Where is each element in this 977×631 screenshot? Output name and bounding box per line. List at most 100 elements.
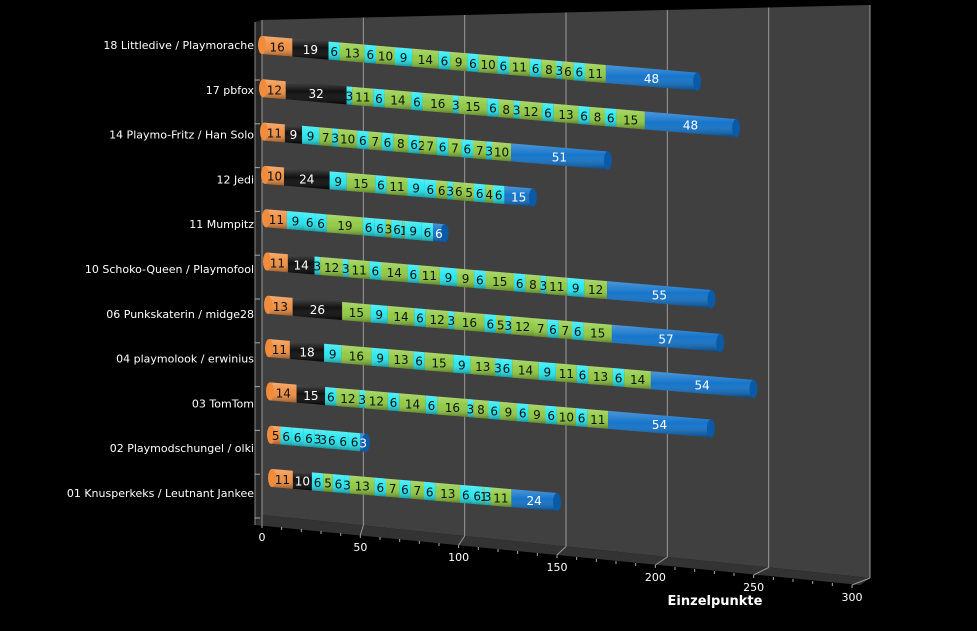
data-label: 26 xyxy=(310,303,325,317)
bar-end-cap xyxy=(706,419,715,438)
data-label: 13 xyxy=(273,300,288,314)
bar-segment-shade xyxy=(474,269,486,289)
category-label: 10 Schoko-Queen / Playmofool xyxy=(85,263,254,276)
data-label: 13 xyxy=(593,370,608,384)
bar-segment-shade xyxy=(588,365,613,387)
data-label: 7 xyxy=(414,484,422,498)
data-label: 9 xyxy=(458,358,466,372)
data-label: 6 xyxy=(401,483,409,497)
floor-gridline xyxy=(753,567,769,576)
bar-segment-shade xyxy=(585,63,606,83)
bar-row: 11 9 6 6 19 6 6 3 6 1 9 6 6 xyxy=(262,209,449,243)
bar-segment-shade xyxy=(423,136,437,156)
data-label: 5 xyxy=(272,429,280,443)
data-label: 11 xyxy=(493,491,508,505)
bar-end-cap xyxy=(440,224,449,243)
data-label: 7 xyxy=(451,142,459,156)
bar-segment-shade xyxy=(395,47,413,67)
data-label: 3 xyxy=(331,132,339,146)
bar-segment-shade xyxy=(362,217,375,237)
bar-segment-shade xyxy=(284,124,302,144)
bar-segment-shade xyxy=(393,133,409,153)
bar-segment-shade xyxy=(505,315,512,335)
bar-segment-shade xyxy=(338,128,358,149)
bar-segment-shade xyxy=(517,403,529,423)
data-label: 6 xyxy=(306,216,314,230)
data-label: 6 xyxy=(294,431,302,445)
data-label: 6 xyxy=(359,134,367,148)
bar-segment-shade xyxy=(269,339,290,359)
bar-end-cap xyxy=(528,188,537,207)
data-label: 6 xyxy=(463,143,471,157)
bar-segment-shade xyxy=(439,267,457,287)
bar-segment-shade xyxy=(285,81,347,105)
bar-segment-shade xyxy=(284,167,330,190)
bar-segment-shade xyxy=(447,181,454,200)
bar-row: 11 10 6 5 6 3 13 6 7 6 7 6 13 6 6 13 11 24 xyxy=(268,469,561,511)
bar-segment-shade xyxy=(575,408,588,428)
bar-segment-shade xyxy=(644,111,737,138)
bar-segment-shade xyxy=(605,108,617,128)
data-label: 14 xyxy=(418,53,433,67)
bar-start-cap xyxy=(263,252,271,271)
bar-segment-shade xyxy=(346,86,353,105)
bar-segment-shade xyxy=(541,59,557,79)
data-label: 9 xyxy=(400,51,408,65)
data-label: 15 xyxy=(465,100,480,114)
bar-segment-shade xyxy=(381,132,394,152)
data-label: 6 xyxy=(469,57,477,71)
data-label: 7 xyxy=(476,144,484,158)
bar-segment-shade xyxy=(528,404,546,424)
bar-segment-shade xyxy=(407,264,419,284)
bar-segment-shade xyxy=(374,477,386,497)
data-label: 6 xyxy=(409,268,417,282)
x-axis-title: Einzelpunkte xyxy=(668,594,763,609)
data-label: 16 xyxy=(349,349,364,363)
bar-segment-shade xyxy=(605,64,698,91)
data-label: 7 xyxy=(322,131,330,145)
bar-segment-shade xyxy=(425,309,449,329)
bar-row: 14 15 6 12 3 12 6 14 6 16 3 8 6 9 6 9 6 10 6 11 54 xyxy=(266,382,715,438)
bar-segment-shade xyxy=(291,427,304,447)
data-label: 14 xyxy=(387,266,402,280)
data-label: 6 xyxy=(424,226,432,240)
bar-segment-shade xyxy=(542,102,554,122)
data-label: 3 xyxy=(485,145,493,159)
bar-segment-shade xyxy=(391,219,403,239)
x-tick-label: 50 xyxy=(353,541,367,554)
bar-segment-shade xyxy=(359,389,365,409)
data-label: 15 xyxy=(511,190,526,204)
bar-start-cap xyxy=(260,122,268,141)
bar-segment-shade xyxy=(329,171,347,191)
bar-segment-shade xyxy=(270,382,297,403)
data-label: 6 xyxy=(377,179,385,193)
bar-segment-shade xyxy=(352,86,374,107)
bar-segment-shade xyxy=(611,324,721,352)
data-label: 54 xyxy=(695,379,710,393)
bar-segment-shade xyxy=(511,143,608,170)
bar-segment-shade xyxy=(323,473,333,493)
data-label: 5 xyxy=(497,318,505,332)
data-label: 9 xyxy=(462,272,470,286)
bar-segment-shade xyxy=(558,320,572,340)
bar-segment-shade xyxy=(473,399,489,419)
side-wall xyxy=(255,20,262,525)
bar-segment-shade xyxy=(387,305,415,327)
data-label: 16 xyxy=(430,97,445,111)
data-label: 6 xyxy=(547,409,555,423)
data-label: 7 xyxy=(537,322,545,336)
data-label: 3 xyxy=(467,402,475,416)
data-label: 8 xyxy=(502,103,510,117)
bar-segment-shade xyxy=(287,254,315,275)
floor-gridline xyxy=(655,556,668,566)
data-label: 9 xyxy=(412,182,420,196)
data-label: 19 xyxy=(337,219,352,233)
data-label: 13 xyxy=(475,360,490,374)
data-label: 6 xyxy=(317,217,325,231)
data-label: 6 xyxy=(415,355,423,369)
data-label: 1 xyxy=(480,490,488,504)
bar-segment-shade xyxy=(538,361,556,382)
bar-segment-shade xyxy=(369,261,381,281)
data-label: 3 xyxy=(346,90,354,104)
